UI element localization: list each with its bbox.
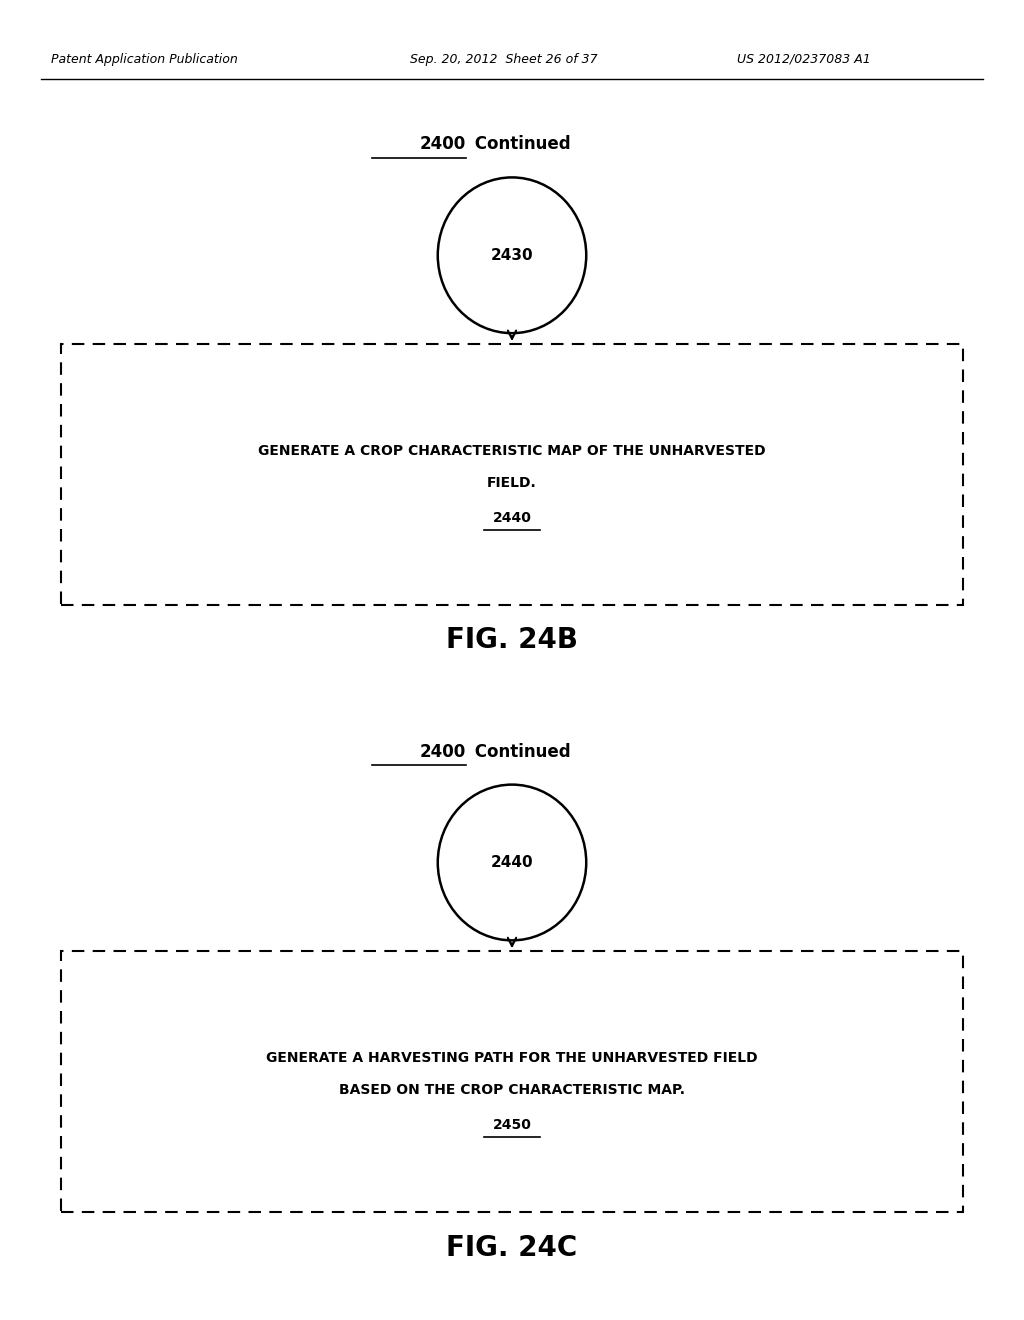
Text: BASED ON THE CROP CHARACTERISTIC MAP.: BASED ON THE CROP CHARACTERISTIC MAP. <box>339 1084 685 1097</box>
Text: 2440: 2440 <box>493 511 531 525</box>
Text: 2440: 2440 <box>490 855 534 870</box>
Text: Patent Application Publication: Patent Application Publication <box>51 53 238 66</box>
Text: FIG. 24C: FIG. 24C <box>446 1234 578 1262</box>
Text: FIG. 24B: FIG. 24B <box>446 627 578 655</box>
Text: 2430: 2430 <box>490 248 534 263</box>
Text: GENERATE A CROP CHARACTERISTIC MAP OF THE UNHARVESTED: GENERATE A CROP CHARACTERISTIC MAP OF TH… <box>258 444 766 458</box>
Text: 2400: 2400 <box>420 136 466 153</box>
Text: FIELD.: FIELD. <box>487 477 537 490</box>
Text: 2450: 2450 <box>493 1118 531 1133</box>
Text: 2400: 2400 <box>420 743 466 760</box>
Text: Continued: Continued <box>469 136 570 153</box>
Text: Continued: Continued <box>469 743 570 760</box>
Text: GENERATE A HARVESTING PATH FOR THE UNHARVESTED FIELD: GENERATE A HARVESTING PATH FOR THE UNHAR… <box>266 1051 758 1065</box>
Text: US 2012/0237083 A1: US 2012/0237083 A1 <box>737 53 871 66</box>
Text: Sep. 20, 2012  Sheet 26 of 37: Sep. 20, 2012 Sheet 26 of 37 <box>410 53 597 66</box>
